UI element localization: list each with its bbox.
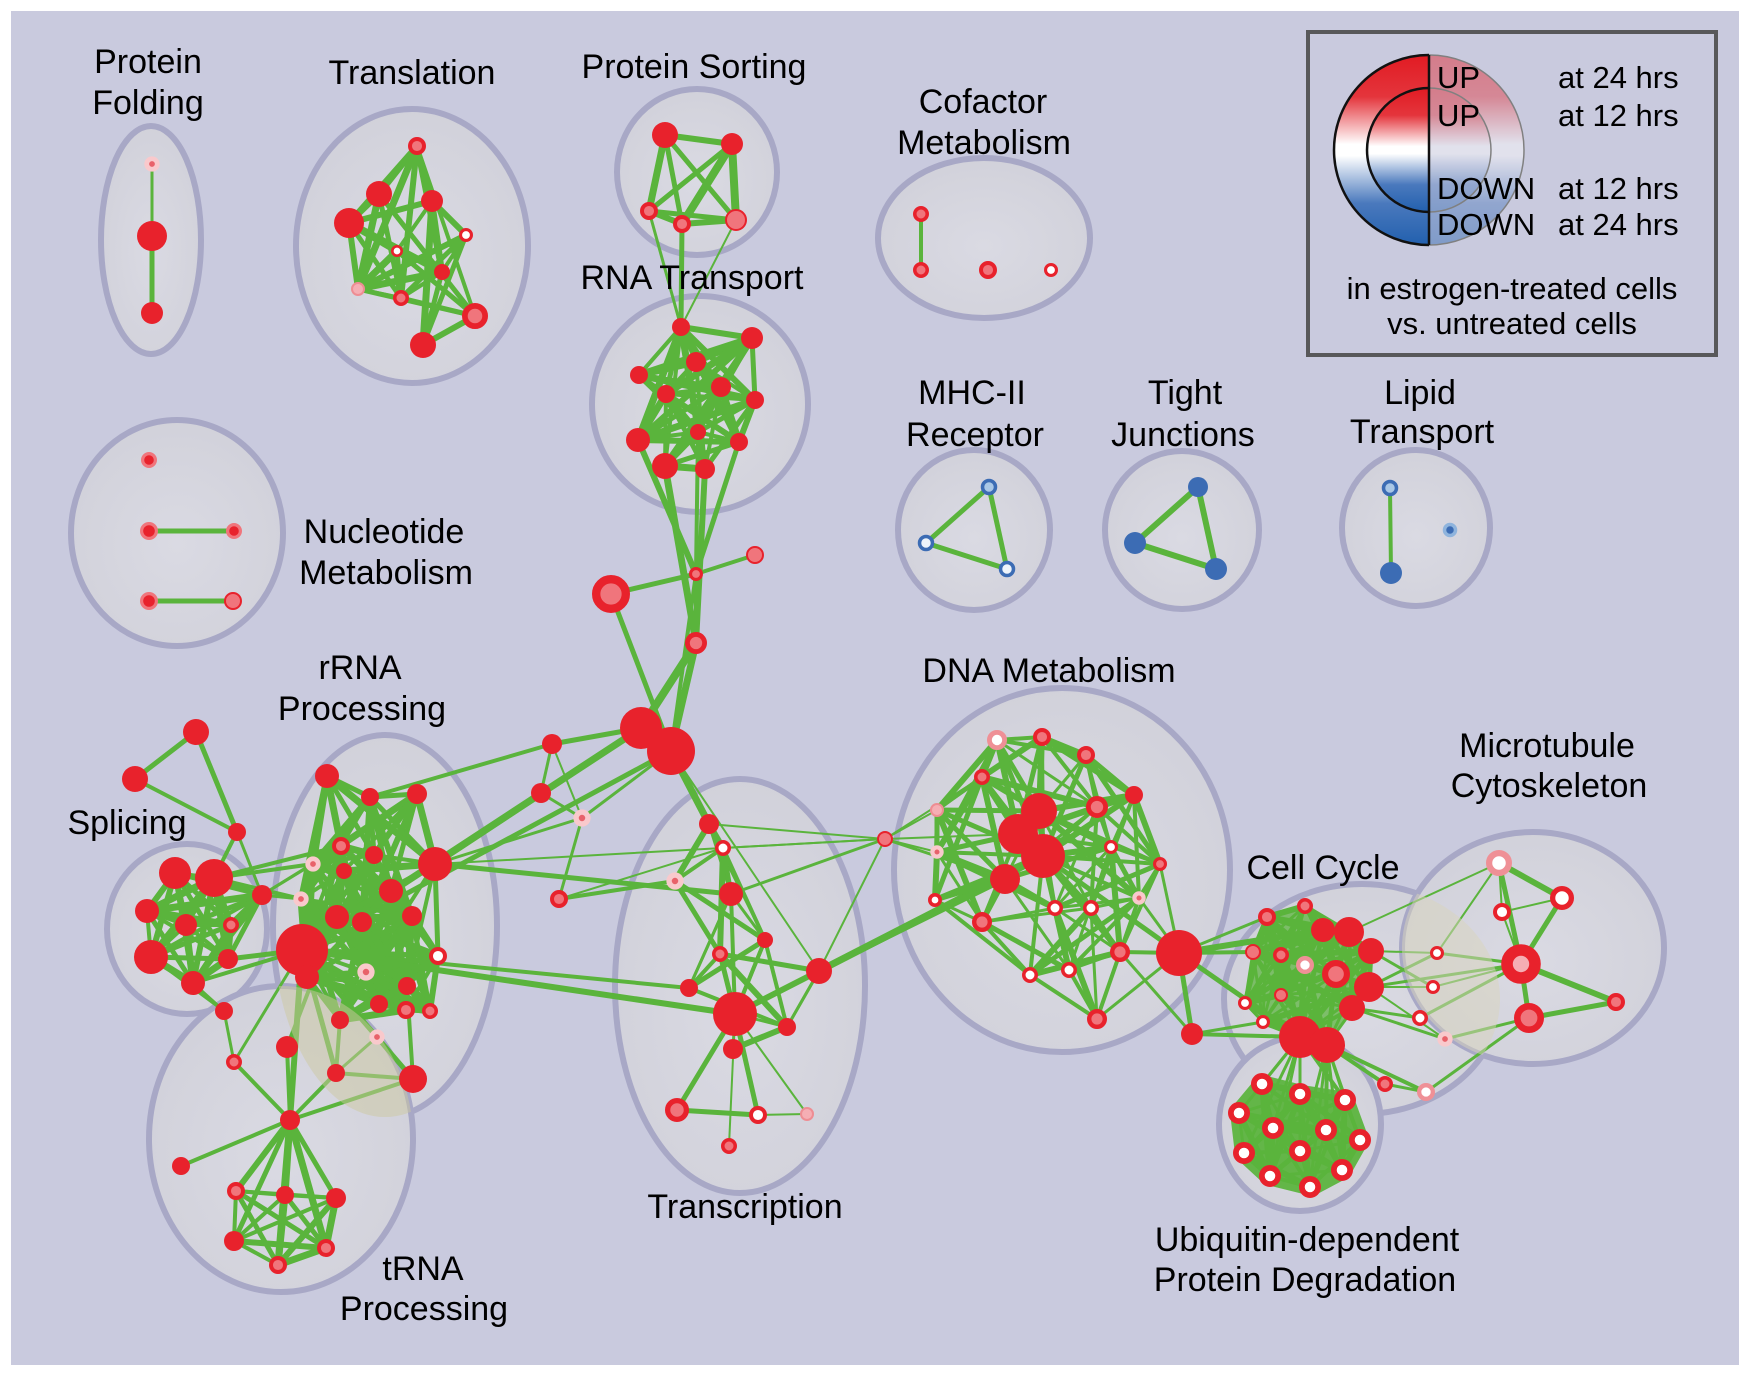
svg-text:at 24 hrs: at 24 hrs	[1558, 60, 1679, 95]
svg-text:UP: UP	[1437, 98, 1480, 133]
svg-text:DNA Metabolism: DNA Metabolism	[922, 652, 1175, 690]
svg-text:tRNA: tRNA	[382, 1250, 464, 1288]
svg-text:Protein Sorting: Protein Sorting	[582, 48, 807, 86]
svg-text:Metabolism: Metabolism	[897, 124, 1071, 162]
svg-text:DOWN: DOWN	[1437, 171, 1535, 206]
svg-text:Splicing: Splicing	[67, 804, 186, 842]
svg-text:Cell Cycle: Cell Cycle	[1246, 849, 1399, 887]
svg-text:Lipid: Lipid	[1384, 374, 1456, 412]
svg-text:Processing: Processing	[340, 1290, 508, 1328]
svg-text:at 12 hrs: at 12 hrs	[1558, 171, 1679, 206]
svg-text:DOWN: DOWN	[1437, 207, 1535, 242]
svg-text:MHC-II: MHC-II	[918, 374, 1026, 412]
svg-text:rRNA: rRNA	[318, 649, 401, 687]
svg-text:Protein Degradation: Protein Degradation	[1154, 1261, 1456, 1299]
svg-text:Translation: Translation	[329, 54, 496, 92]
svg-text:Transcription: Transcription	[647, 1188, 842, 1226]
svg-text:Cofactor: Cofactor	[919, 83, 1048, 121]
svg-text:Folding: Folding	[92, 84, 204, 122]
svg-text:Processing: Processing	[278, 690, 446, 728]
svg-text:Transport: Transport	[1350, 413, 1495, 451]
svg-text:in estrogen-treated cells: in estrogen-treated cells	[1347, 271, 1678, 306]
svg-text:RNA Transport: RNA Transport	[581, 259, 805, 297]
svg-text:Junctions: Junctions	[1111, 416, 1255, 454]
svg-text:Nucleotide: Nucleotide	[304, 513, 465, 551]
svg-text:Protein: Protein	[94, 43, 202, 81]
svg-text:Microtubule: Microtubule	[1459, 727, 1635, 765]
svg-text:at 24 hrs: at 24 hrs	[1558, 207, 1679, 242]
svg-text:Ubiquitin-dependent: Ubiquitin-dependent	[1155, 1221, 1460, 1259]
svg-text:Cytoskeleton: Cytoskeleton	[1451, 767, 1648, 805]
svg-text:Metabolism: Metabolism	[299, 554, 473, 592]
svg-text:Tight: Tight	[1148, 374, 1223, 412]
svg-text:Receptor: Receptor	[906, 416, 1044, 454]
svg-text:at 12 hrs: at 12 hrs	[1558, 98, 1679, 133]
svg-text:UP: UP	[1437, 60, 1480, 95]
svg-text:vs. untreated cells: vs. untreated cells	[1387, 306, 1637, 341]
